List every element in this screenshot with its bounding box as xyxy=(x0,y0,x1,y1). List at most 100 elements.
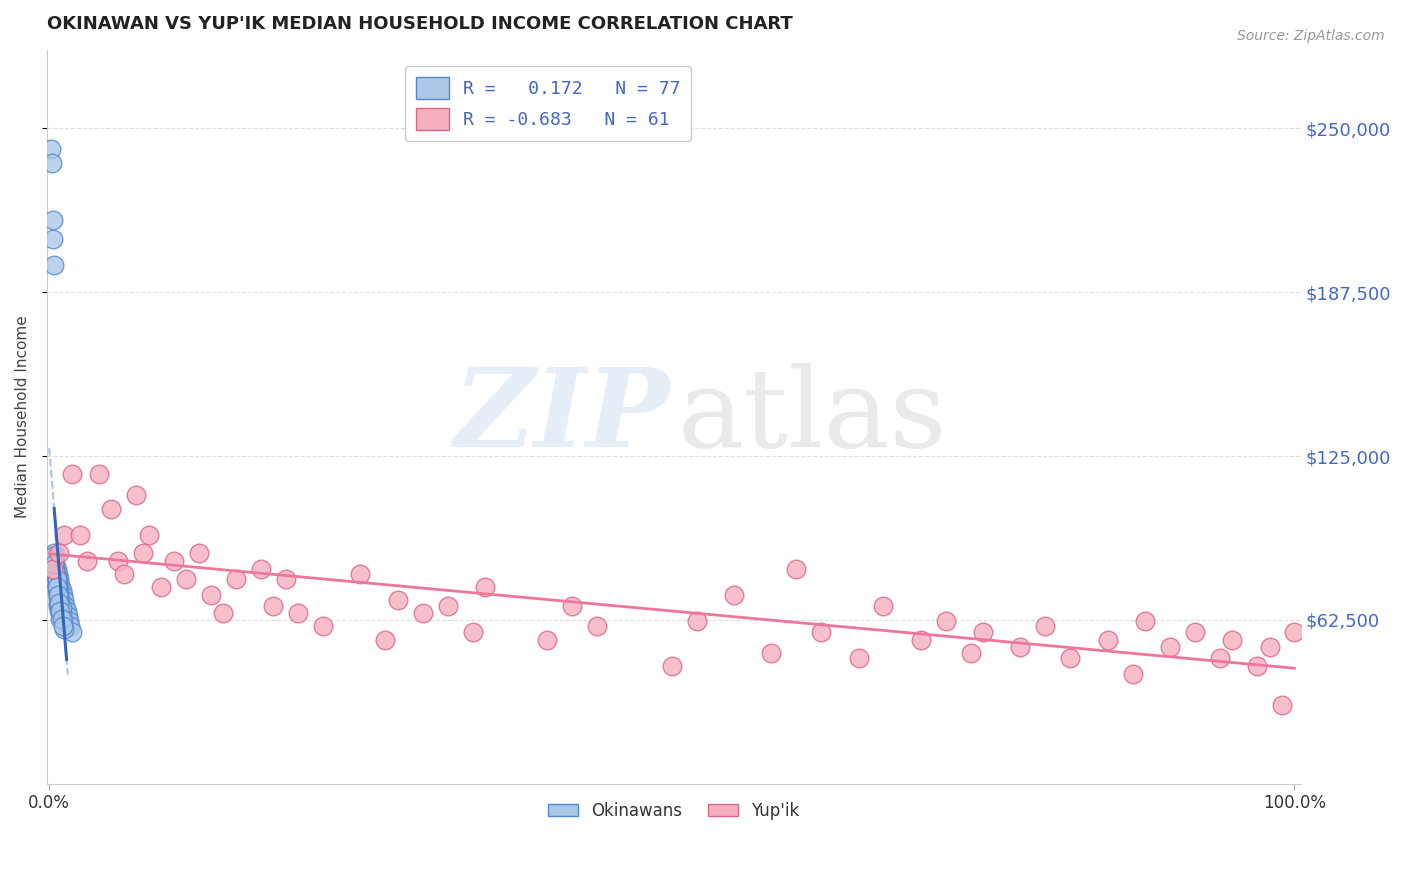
Point xyxy=(51,601,73,615)
Point xyxy=(46,580,69,594)
Point xyxy=(46,591,69,605)
Point xyxy=(872,599,894,613)
Point xyxy=(586,619,609,633)
Point xyxy=(387,593,409,607)
Point xyxy=(49,577,72,591)
Point xyxy=(1010,640,1032,655)
Point xyxy=(42,551,65,566)
Y-axis label: Median Household Income: Median Household Income xyxy=(15,316,30,518)
Point xyxy=(44,557,66,571)
Point xyxy=(536,632,558,647)
Point xyxy=(56,609,79,624)
Point xyxy=(107,554,129,568)
Text: atlas: atlas xyxy=(678,363,948,470)
Point xyxy=(436,599,458,613)
Point xyxy=(48,546,70,560)
Point xyxy=(1097,632,1119,647)
Point xyxy=(49,593,72,607)
Point xyxy=(1184,624,1206,639)
Point xyxy=(45,572,67,586)
Point xyxy=(58,614,80,628)
Point xyxy=(212,607,235,621)
Point xyxy=(972,624,994,639)
Point xyxy=(125,488,148,502)
Text: ZIP: ZIP xyxy=(453,363,669,471)
Point xyxy=(723,588,745,602)
Point xyxy=(44,567,66,582)
Point xyxy=(131,546,153,560)
Point xyxy=(42,213,65,227)
Point xyxy=(1258,640,1281,655)
Point xyxy=(51,607,73,621)
Point xyxy=(45,572,67,586)
Point xyxy=(46,577,69,591)
Point xyxy=(187,546,209,560)
Point xyxy=(686,614,709,628)
Point xyxy=(44,546,66,560)
Point xyxy=(42,231,65,245)
Point xyxy=(785,562,807,576)
Point xyxy=(41,143,63,157)
Point xyxy=(44,554,66,568)
Point xyxy=(49,593,72,607)
Point xyxy=(46,582,69,597)
Point xyxy=(45,569,67,583)
Point xyxy=(46,599,69,613)
Point xyxy=(48,588,70,602)
Point xyxy=(60,624,83,639)
Point xyxy=(561,599,583,613)
Point xyxy=(44,562,66,576)
Point xyxy=(48,604,70,618)
Point xyxy=(69,527,91,541)
Point xyxy=(138,527,160,541)
Point xyxy=(44,565,66,579)
Point xyxy=(46,574,69,589)
Point xyxy=(44,559,66,574)
Point xyxy=(287,607,309,621)
Point xyxy=(48,585,70,599)
Point xyxy=(44,557,66,571)
Point xyxy=(45,574,67,589)
Point xyxy=(1220,632,1243,647)
Point xyxy=(761,646,783,660)
Legend: Okinawans, Yup'ik: Okinawans, Yup'ik xyxy=(541,796,806,827)
Point xyxy=(112,567,135,582)
Point xyxy=(52,614,75,628)
Point xyxy=(174,572,197,586)
Point xyxy=(53,527,76,541)
Point xyxy=(48,588,70,602)
Point xyxy=(49,599,72,613)
Point xyxy=(45,569,67,583)
Point xyxy=(163,554,186,568)
Point xyxy=(53,607,76,621)
Point xyxy=(45,580,67,594)
Point xyxy=(42,258,65,272)
Point xyxy=(76,554,98,568)
Point xyxy=(661,658,683,673)
Point xyxy=(262,599,284,613)
Point xyxy=(42,562,65,576)
Point xyxy=(44,567,66,582)
Point xyxy=(225,572,247,586)
Point xyxy=(52,619,75,633)
Point xyxy=(48,596,70,610)
Point xyxy=(49,604,72,618)
Point xyxy=(1159,640,1181,655)
Point xyxy=(51,599,73,613)
Text: Source: ZipAtlas.com: Source: ZipAtlas.com xyxy=(1237,29,1385,43)
Point xyxy=(42,549,65,563)
Point xyxy=(250,562,273,576)
Point xyxy=(52,588,75,602)
Point xyxy=(848,651,870,665)
Point xyxy=(1133,614,1156,628)
Point xyxy=(60,467,83,482)
Point xyxy=(474,580,496,594)
Point xyxy=(48,572,70,586)
Point xyxy=(959,646,981,660)
Text: OKINAWAN VS YUP'IK MEDIAN HOUSEHOLD INCOME CORRELATION CHART: OKINAWAN VS YUP'IK MEDIAN HOUSEHOLD INCO… xyxy=(46,15,793,33)
Point xyxy=(46,588,69,602)
Point xyxy=(41,155,63,169)
Point xyxy=(910,632,932,647)
Point xyxy=(1271,698,1294,712)
Point xyxy=(51,591,73,605)
